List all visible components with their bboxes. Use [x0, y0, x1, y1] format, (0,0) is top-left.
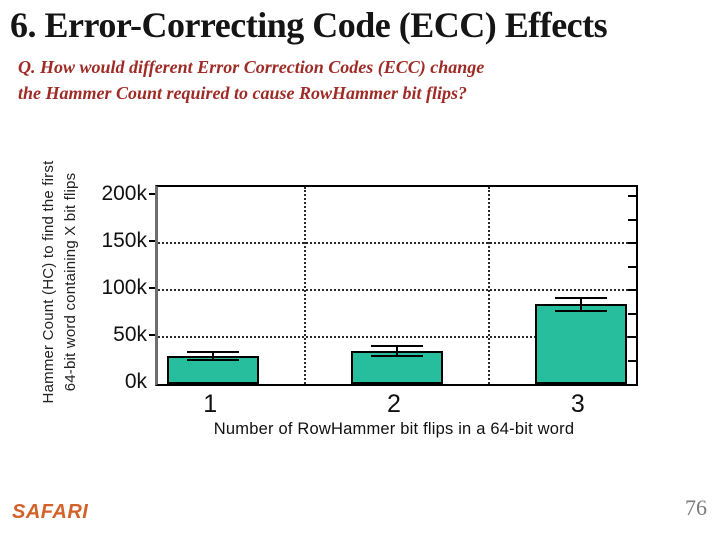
axis-tick-right [628, 312, 636, 315]
error-bar-cap [187, 358, 239, 361]
x-tick-label: 3 [570, 390, 585, 418]
y-axis-label: Hammer Count (HC) to find the first 64-b… [38, 132, 82, 432]
error-bar-line [396, 346, 398, 356]
error-bar-cap [371, 345, 423, 348]
axis-tick-left [149, 193, 155, 196]
h-gridline [158, 336, 636, 339]
v-gridline [304, 187, 307, 384]
h-gridline [158, 242, 636, 245]
axis-tick-left [149, 240, 155, 243]
axis-tick-left [149, 334, 155, 337]
axis-tick-right [628, 359, 636, 362]
axis-tick-right [628, 265, 636, 268]
question-text: Q. How would different Error Correction … [18, 54, 678, 106]
question-line-1: Q. How would different Error Correction … [18, 57, 485, 77]
axis-tick-right [628, 289, 636, 292]
safari-logo: SAFARI [12, 501, 89, 523]
bar [167, 355, 260, 384]
y-tick-label: 200k [101, 182, 147, 206]
figure: Hammer Count (HC) to find the first 64-b… [0, 130, 700, 450]
x-axis-label: Number of RowHammer bit flips in a 64-bi… [213, 420, 575, 438]
h-gridline [158, 289, 636, 292]
y-axis-label-line-1: Hammer Count (HC) to find the first [40, 160, 57, 404]
error-bar-cap [555, 309, 607, 312]
x-tick-label: 2 [387, 390, 401, 418]
x-tick-label: 1 [203, 390, 218, 418]
axis-tick-left [149, 287, 155, 290]
y-tick-label: 0k [124, 370, 147, 393]
v-gridline [487, 187, 490, 384]
bar [534, 304, 627, 384]
page-number: 76 [685, 495, 707, 520]
axis-tick-right [628, 218, 636, 221]
error-bar-cap [187, 351, 239, 354]
y-tick-label: 50k [113, 323, 147, 347]
y-tick-label: 100k [101, 276, 147, 300]
question-line-2: the Hammer Count required to cause RowHa… [18, 83, 468, 103]
axis-tick-right [628, 336, 636, 339]
page-title: 6. Error-Correcting Code (ECC) Effects [10, 5, 608, 45]
y-tick-label: 150k [101, 229, 147, 253]
axis-tick-right [628, 195, 636, 198]
error-bar-cap [555, 296, 607, 299]
error-bar-line [579, 297, 582, 311]
chart-plot [155, 185, 638, 386]
axis-tick-right [628, 242, 636, 245]
error-bar-cap [371, 354, 423, 357]
error-bar-line [212, 352, 215, 360]
